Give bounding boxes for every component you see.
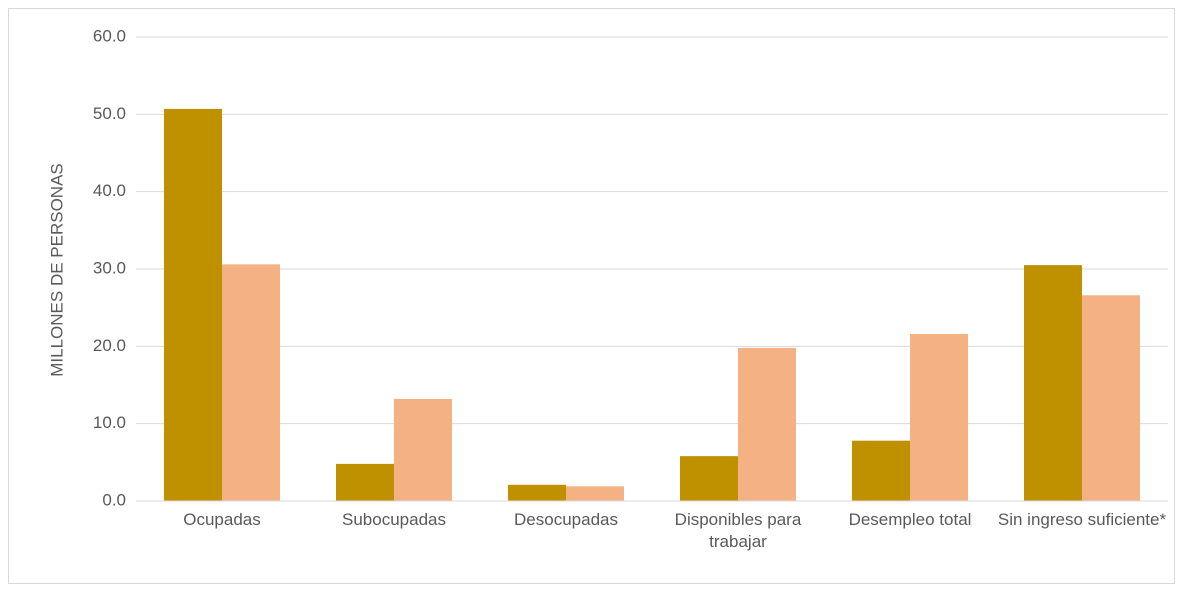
bar xyxy=(738,347,796,501)
x-tick-label: Disponibles para trabajar xyxy=(674,510,802,551)
bar xyxy=(910,333,968,501)
bar xyxy=(680,456,738,501)
x-tick-label: Subocupadas xyxy=(342,510,446,529)
x-tick-label: Sin ingreso suficiente* xyxy=(997,510,1167,529)
y-tick-label: 50.0 xyxy=(93,104,126,123)
bar xyxy=(1024,265,1082,501)
bar xyxy=(394,398,452,501)
bar xyxy=(336,463,394,501)
chart-border xyxy=(8,8,1175,584)
y-tick-label: 20.0 xyxy=(93,336,126,355)
bar xyxy=(566,486,624,501)
y-tick-label: 30.0 xyxy=(93,258,126,277)
bar xyxy=(164,108,222,502)
x-tick-label: Desocupadas xyxy=(514,510,618,529)
y-tick-label: 60.0 xyxy=(93,26,126,45)
x-tick-label: Desempleo total xyxy=(848,510,972,529)
bar xyxy=(852,440,910,501)
x-tick-label: Ocupadas xyxy=(183,510,261,529)
bar xyxy=(508,484,566,501)
y-axis-title: MILLONES DE PERSONAS xyxy=(47,163,66,377)
bar xyxy=(222,264,280,501)
y-tick-label: 0.0 xyxy=(102,490,126,509)
bar xyxy=(1082,295,1140,501)
y-tick-label: 10.0 xyxy=(93,413,126,432)
y-tick-label: 40.0 xyxy=(93,181,126,200)
